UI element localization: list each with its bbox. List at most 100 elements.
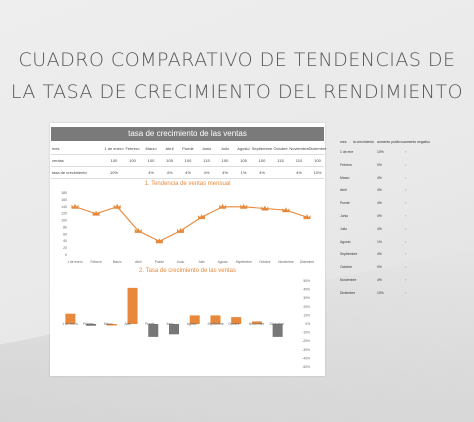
side-row-month: Abril — [340, 188, 347, 193]
chart2-bar — [272, 324, 283, 337]
chart1-ytick: 80 — [63, 225, 67, 229]
side-row-arrow-icon: ↑ — [405, 278, 407, 282]
side-hdr-negative: aumento negativo — [403, 140, 430, 144]
side-table-row: Marzo 4% ↑ — [340, 176, 440, 188]
side-hdr-positive: aumento positivo — [377, 140, 403, 144]
month-cell: Noviembre — [289, 146, 309, 151]
chart2-xtick: Junio — [166, 322, 174, 326]
side-hdr-mes: mes — [340, 140, 347, 144]
months-row-label: mes — [52, 146, 60, 151]
growth-cell: 4% — [203, 170, 210, 175]
side-row-month: Agosto — [340, 239, 351, 244]
growth-rate-chart: 50% 40% 30% 20% 10% 0% -10% -20% -30% -40% -50% 1 d… — [62, 279, 310, 369]
chart2-bar — [86, 324, 97, 326]
chart1-ytick: 20 — [63, 246, 67, 250]
chart1-xtick: Puede — [155, 260, 164, 264]
month-cell: Marzo — [145, 146, 157, 151]
side-row-month: Junio — [340, 214, 349, 218]
chart2-bar — [169, 324, 179, 335]
sheet-header: tasa de crecimiento de las ventas — [51, 127, 324, 141]
chart2-xtick: Septiembre — [207, 322, 224, 326]
chart2-xtick: 1 de enero — [62, 322, 77, 326]
chart2-bar — [106, 324, 117, 326]
growth-cell: 4% — [222, 170, 228, 175]
chart1-point-marker — [303, 214, 311, 220]
chart1-ytick: 180 — [61, 191, 67, 195]
sales-cell: 105 — [166, 158, 173, 163]
title-line-1: CUADRO COMPARATIVO DE TENDENCIAS DE — [18, 49, 456, 71]
chart1-point-marker — [134, 227, 142, 233]
chart2-ytick: -50% — [302, 365, 310, 369]
chart2-ytick: 10% — [303, 313, 310, 317]
sales-cell: 100 — [184, 158, 192, 163]
month-cell: Agosto — [237, 146, 250, 151]
side-row-arrow-icon: ↑ — [405, 252, 407, 257]
growth-cell: 4% — [185, 170, 191, 175]
side-row-arrow-icon: ↑ — [405, 239, 407, 244]
chart1-ytick: 40 — [63, 239, 67, 243]
month-cell: Julio — [220, 146, 230, 151]
sales-cell: 100 — [314, 158, 321, 163]
side-row-arrow-icon: ↑ — [405, 201, 407, 206]
month-cell: 1 de enero — [104, 146, 124, 151]
chart2-xtick: Marzo — [104, 322, 113, 326]
chart2-xtick: Febrero — [83, 322, 94, 326]
side-row-value: 10% — [377, 290, 384, 295]
chart2-ytick: 30% — [303, 296, 310, 300]
chart1-xtick: 1 de enero — [67, 260, 82, 264]
chart1-point-marker — [71, 203, 79, 209]
side-row-value: 4% — [377, 278, 382, 282]
spreadsheet-preview: tasa de crecimiento de las ventas mes 1 … — [50, 123, 327, 376]
side-row-arrow-icon: ↑ — [405, 290, 407, 295]
growth-row-label: tasa de crecimiento — [52, 170, 87, 175]
side-row-value: 4% — [377, 214, 382, 218]
chart2-ytick: 0% — [305, 322, 310, 326]
chart1-xtick: Junio — [177, 260, 185, 264]
side-row-value: 4% — [377, 201, 382, 206]
month-cell: Octubre — [273, 146, 288, 151]
side-row-value: 4% — [377, 226, 382, 231]
growth-row: tasa de crecimiento 10% 4% 4% 4% 4% 4% 1% 4% 4% 1… — [51, 167, 324, 179]
side-row-month: 1 de ene — [340, 150, 354, 154]
chart1-point-marker — [176, 227, 184, 233]
side-row-value: 4% — [377, 252, 382, 257]
side-row-month: Febrero — [340, 162, 352, 167]
side-row-month: Septiembre — [340, 252, 358, 257]
side-row-value: 4% — [377, 175, 382, 180]
chart2-ytick: -40% — [302, 356, 310, 360]
side-row-month: Diciembre — [340, 290, 356, 295]
side-row-arrow-icon: ↑ — [405, 188, 407, 193]
chart1-xtick: Octubre — [259, 260, 271, 264]
chart1-ytick: 160 — [61, 198, 67, 202]
sales-cell: 105 — [240, 158, 247, 163]
page-title: CUADRO COMPARATIVO DE TENDENCIAS DE LA T… — [0, 44, 474, 108]
month-cell: Febrero — [125, 146, 140, 151]
chart2-xtick: Octubre — [228, 322, 240, 326]
chart2-bar — [65, 313, 76, 324]
side-table-row: Diciembre 10% ↑ — [340, 291, 440, 303]
chart2-ytick: -30% — [302, 348, 310, 352]
growth-cell: 10% — [109, 170, 118, 175]
chart2-ytick: 40% — [303, 288, 310, 292]
chart2-xtick: Agosto — [187, 322, 197, 326]
side-row-month: Puede — [340, 201, 350, 206]
side-row-month: Julio — [340, 226, 347, 231]
side-table-row: Febrero 0% ↓ — [340, 163, 440, 175]
chart1-point-marker — [219, 203, 227, 209]
sales-cell: 110 — [295, 158, 303, 163]
chart1-point-marker — [261, 205, 269, 211]
chart1-point-marker — [240, 203, 248, 209]
side-row-value: 4% — [377, 188, 382, 193]
chart1-xtick: Abril — [135, 260, 142, 264]
side-row-value: 1% — [377, 239, 382, 244]
side-row-value: 10% — [377, 150, 384, 154]
chart1-xtick: Marzo — [113, 260, 122, 264]
chart1-xtick: Septiembre — [236, 260, 253, 264]
chart2-ytick: -20% — [302, 339, 310, 343]
chart2-bar — [251, 321, 262, 324]
side-row-month: Octubre — [340, 265, 353, 270]
chart2-bar — [210, 315, 221, 324]
growth-cell: 4% — [166, 170, 173, 175]
chart1-point-marker — [282, 207, 290, 213]
month-cell: Diciembre — [308, 146, 327, 151]
